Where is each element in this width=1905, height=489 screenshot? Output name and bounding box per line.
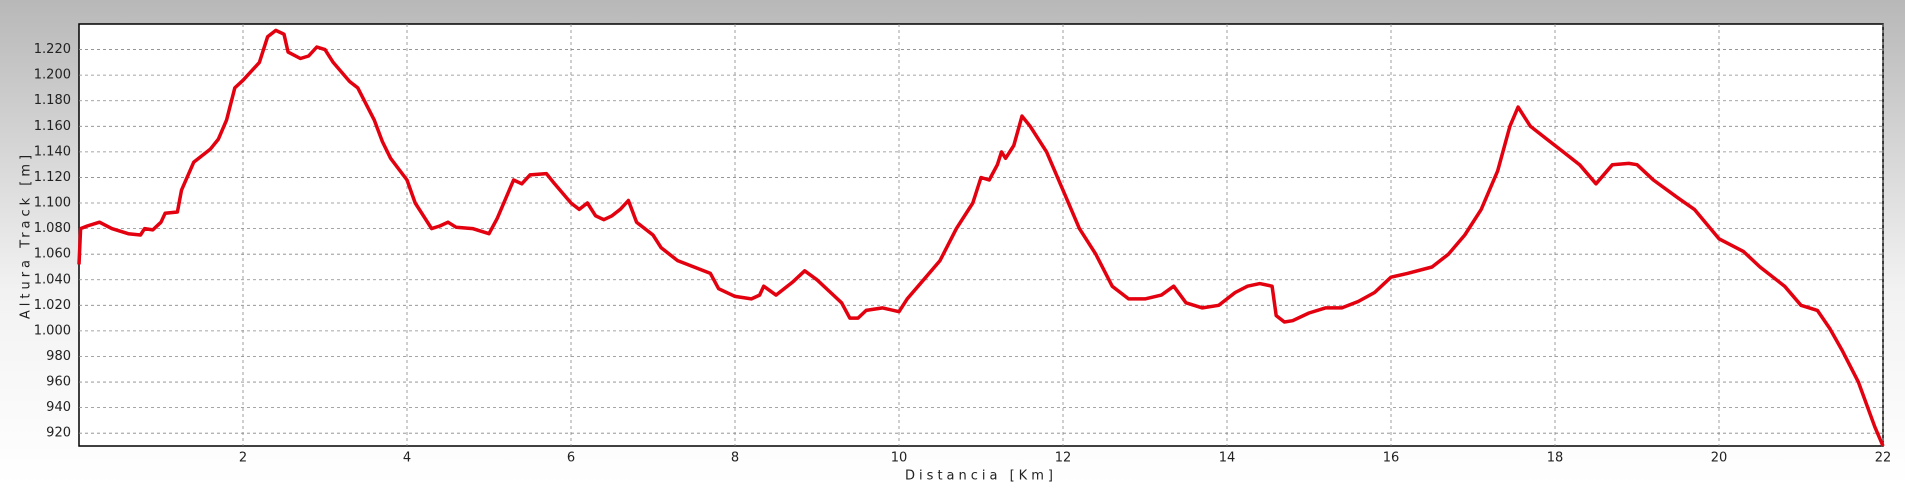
y-tick-label: 980 bbox=[46, 349, 71, 364]
y-tick-label: 960 bbox=[46, 375, 71, 390]
x-tick-label: 16 bbox=[1383, 451, 1400, 466]
y-tick-label: 1.060 bbox=[34, 247, 71, 262]
y-tick-label: 1.140 bbox=[34, 144, 71, 159]
x-tick-label: 12 bbox=[1055, 451, 1072, 466]
y-axis-title: Altura Track [m] bbox=[19, 151, 34, 319]
x-axis-title: Distancia [Km] bbox=[905, 469, 1057, 484]
y-tick-label: 1.020 bbox=[34, 298, 71, 313]
y-tick-label: 1.000 bbox=[34, 323, 71, 338]
x-tick-label: 18 bbox=[1547, 451, 1564, 466]
y-tick-label: 1.040 bbox=[34, 272, 71, 287]
y-tick-label: 940 bbox=[46, 400, 71, 415]
x-tick-label: 8 bbox=[731, 451, 739, 466]
y-tick-label: 1.220 bbox=[34, 42, 71, 57]
y-tick-label: 920 bbox=[46, 426, 71, 441]
x-tick-label: 4 bbox=[403, 451, 411, 466]
y-tick-label: 1.080 bbox=[34, 221, 71, 236]
y-tick-label: 1.100 bbox=[34, 196, 71, 211]
elevation-line bbox=[77, 28, 1885, 447]
y-tick-label: 1.180 bbox=[34, 93, 71, 108]
y-tick-label: 1.200 bbox=[34, 68, 71, 83]
x-tick-label: 20 bbox=[1711, 451, 1728, 466]
x-tick-label: 14 bbox=[1219, 451, 1236, 466]
plot-area bbox=[78, 23, 1884, 447]
y-tick-label: 1.160 bbox=[34, 119, 71, 134]
x-tick-label: 2 bbox=[239, 451, 247, 466]
x-tick-label: 22 bbox=[1875, 451, 1892, 466]
x-tick-label: 10 bbox=[891, 451, 908, 466]
x-tick-label: 6 bbox=[567, 451, 575, 466]
y-tick-label: 1.120 bbox=[34, 170, 71, 185]
